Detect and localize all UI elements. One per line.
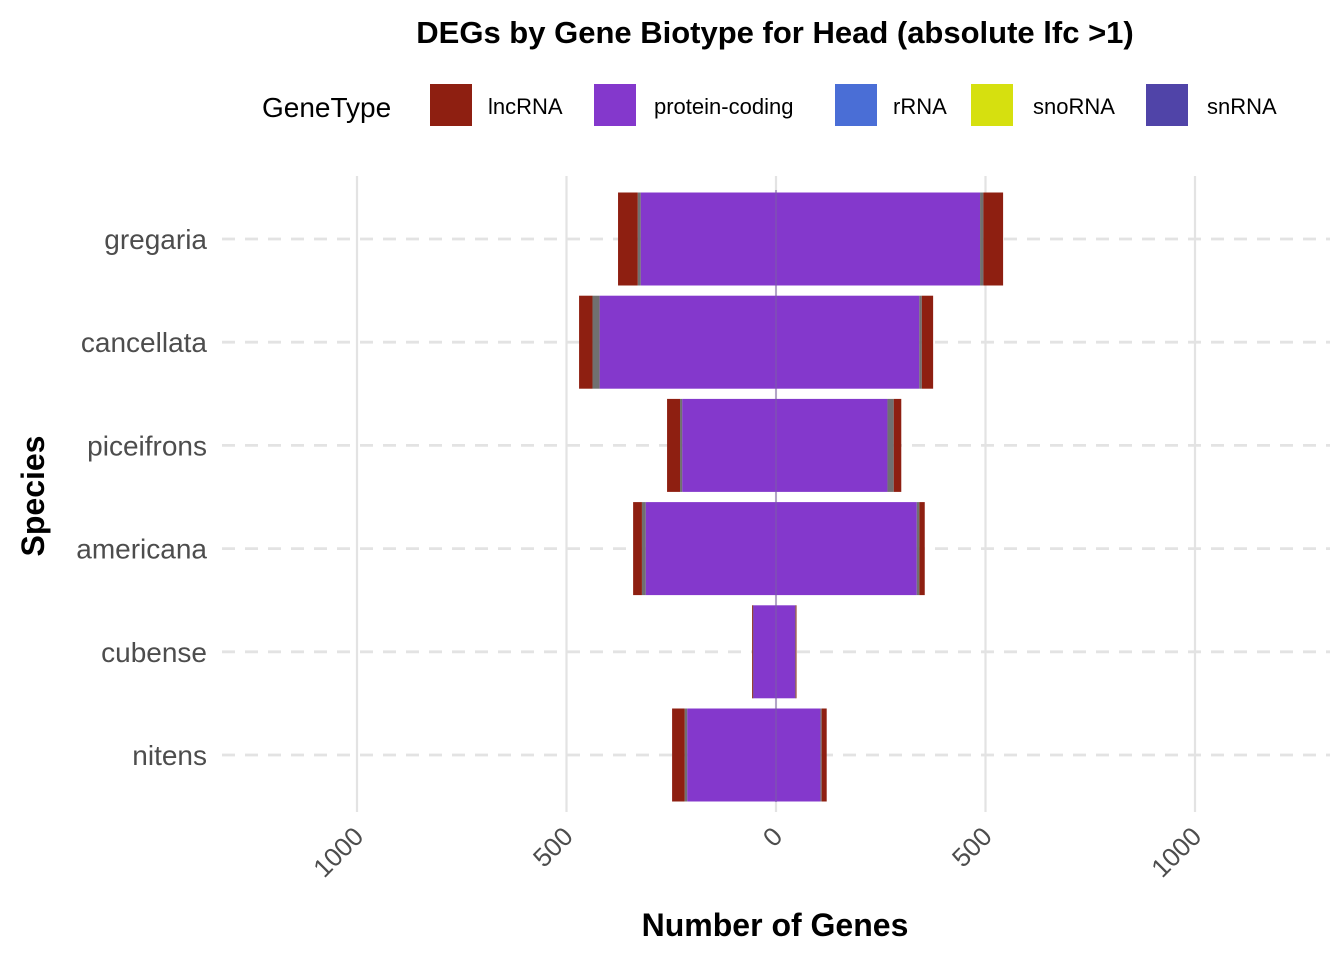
- legend-title: GeneType: [262, 92, 391, 123]
- bar-nitens-lncrna-negative: [672, 708, 685, 802]
- legend-label-snRNA: snRNA: [1207, 94, 1277, 119]
- bar-cancellata-other-gray-negative: [592, 295, 600, 389]
- x-tick-labels: 1000 500 0 500 1000: [307, 821, 1207, 883]
- x-tick-label: 500: [946, 821, 998, 873]
- legend-swatch-snRNA: [1146, 84, 1188, 126]
- bar-piceifrons-lncrna-negative: [667, 398, 681, 492]
- bar-piceifrons-protein-coding-negative: [682, 398, 776, 492]
- bar-americana-other-gray-negative: [641, 502, 646, 596]
- bar-cubense-lncrna-positive: [795, 605, 797, 699]
- bar-americana-lncrna-positive: [919, 502, 925, 596]
- bar-cubense-other-gray-positive: [795, 605, 797, 699]
- y-tick-labels: gregaria cancellata piceifrons americana cub…: [76, 224, 207, 771]
- bar-piceifrons-lncrna-positive: [893, 398, 902, 492]
- bar-cubense-protein-coding-negative: [752, 605, 776, 699]
- y-tick-label: piceifrons: [87, 430, 207, 461]
- bar-americana-other-gray-positive: [916, 502, 920, 596]
- bar-gregaria-protein-coding-positive: [776, 192, 981, 286]
- legend-swatch-lncRNA: [430, 84, 472, 126]
- legend-label-protein-coding: protein-coding: [654, 94, 793, 119]
- bar-nitens-protein-coding-positive: [776, 708, 821, 802]
- bar-nitens-lncrna-positive: [821, 708, 827, 802]
- bar-gregaria-other-gray-positive: [980, 192, 984, 286]
- bar-nitens-protein-coding-negative: [687, 708, 776, 802]
- bar-piceifrons-other-gray-positive: [887, 398, 894, 492]
- x-tick-label: 0: [757, 821, 788, 852]
- x-tick-label: 1000: [1145, 821, 1207, 883]
- bar-cancellata-protein-coding-negative: [599, 295, 776, 389]
- bar-cancellata-lncrna-negative: [579, 295, 593, 389]
- bar-gregaria-lncrna-negative: [618, 192, 638, 286]
- bar-cancellata-protein-coding-positive: [776, 295, 920, 389]
- bar-cancellata-other-gray-positive: [919, 295, 922, 389]
- bar-nitens-other-gray-positive: [820, 708, 822, 802]
- x-tick-label: 500: [527, 821, 579, 873]
- y-tick-label: cancellata: [81, 327, 208, 358]
- y-tick-label: gregaria: [104, 224, 207, 255]
- y-tick-label: americana: [76, 534, 207, 565]
- chart-title: DEGs by Gene Biotype for Head (absolute …: [416, 15, 1133, 50]
- x-axis-title: Number of Genes: [642, 907, 909, 943]
- x-tick-label: 1000: [307, 821, 369, 883]
- bars: [579, 190, 1004, 802]
- bar-cubense-other-gray-negative: [752, 605, 754, 699]
- bar-gregaria-other-gray-negative: [637, 192, 641, 286]
- bar-nitens-other-gray-negative: [684, 708, 688, 802]
- y-tick-label: nitens: [132, 740, 207, 771]
- bar-americana-protein-coding-negative: [645, 502, 776, 596]
- y-axis-title: Species: [15, 436, 51, 557]
- bar-cubense-lncrna-negative: [752, 605, 753, 699]
- bar-cancellata-lncrna-positive: [921, 295, 934, 389]
- bar-piceifrons-other-gray-negative: [680, 398, 683, 492]
- legend-swatch-snoRNA: [971, 84, 1013, 126]
- legend-label-snoRNA: snoRNA: [1033, 94, 1115, 119]
- bar-piceifrons-protein-coding-positive: [776, 398, 888, 492]
- legend-swatch-rRNA: [835, 84, 877, 126]
- y-tick-label: cubense: [101, 637, 207, 668]
- legend: GeneType lncRNA protein-coding rRNA snoRNA s…: [262, 84, 1277, 126]
- bar-gregaria-lncrna-positive: [983, 192, 1004, 286]
- bar-cubense-protein-coding-positive: [776, 605, 796, 699]
- legend-label-lncRNA: lncRNA: [488, 94, 563, 119]
- bar-americana-lncrna-negative: [633, 502, 642, 596]
- legend-label-rRNA: rRNA: [893, 94, 947, 119]
- legend-swatch-protein-coding: [594, 84, 636, 126]
- bar-gregaria-protein-coding-negative: [640, 192, 776, 286]
- bar-americana-protein-coding-positive: [776, 502, 917, 596]
